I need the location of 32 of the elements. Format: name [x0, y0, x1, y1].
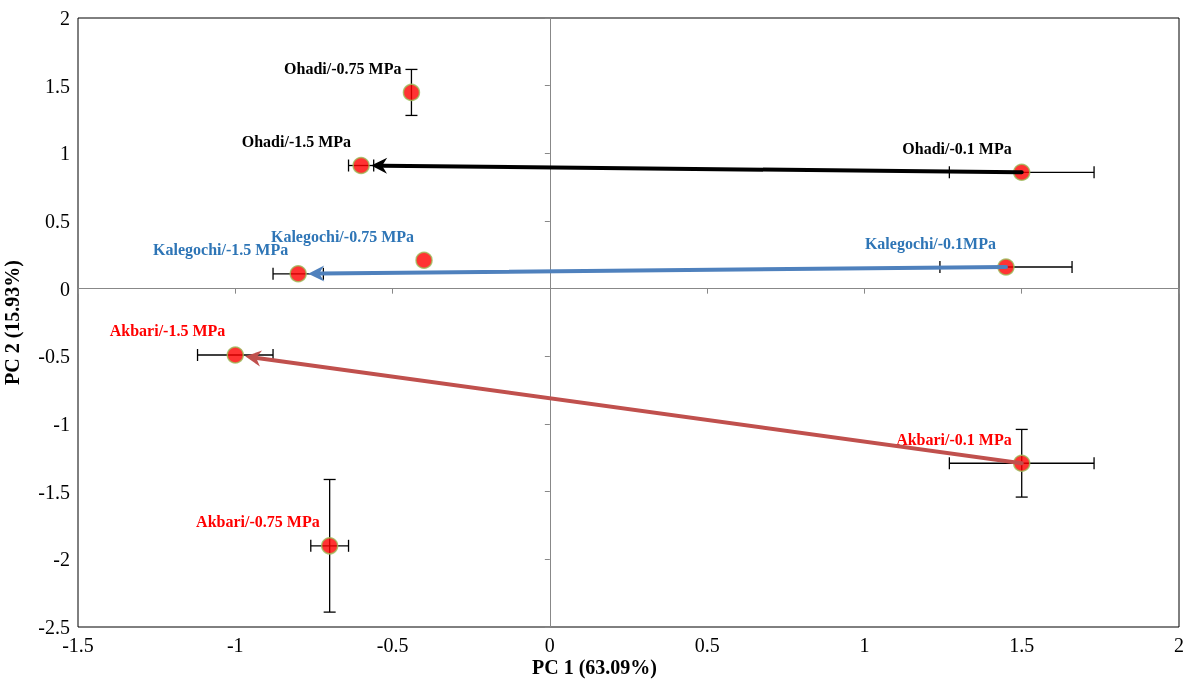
x-tick-label: 0.5: [694, 634, 720, 656]
y-tick-label: 0: [60, 277, 70, 300]
y-tick-label: -0.5: [38, 345, 70, 368]
x-tick-label: 2: [1174, 634, 1184, 656]
y-tick-label: 1: [60, 142, 70, 165]
x-tick-label: 1.5: [1009, 634, 1035, 656]
y-tick-label: 2: [60, 7, 70, 29]
x-tick-label: 1: [859, 634, 870, 656]
y-tick-label: -1: [53, 413, 70, 435]
point: [289, 265, 307, 283]
annotation: Ohadi/-0.1 MPa: [902, 139, 1012, 157]
y-tick-label: -1.5: [38, 480, 70, 503]
annotation: Ohadi/-1.5 MPa: [241, 133, 352, 151]
annotation: Kalegochi/-0.1MPa: [864, 234, 996, 253]
y-tick-label: 1.5: [45, 74, 70, 97]
point: [415, 251, 433, 269]
y-tick-label: 0.5: [45, 210, 70, 232]
point: [352, 156, 370, 175]
annotation: Akbari/-0.75 MPa: [196, 513, 320, 531]
annotation: Ohadi/-0.75 MPa: [284, 59, 402, 77]
annotation: Akbari/-0.1 MPa: [896, 430, 1012, 448]
point: [226, 346, 245, 364]
y-tick-label: -2.5: [38, 616, 70, 638]
annotation: Akbari/-1.5 MPa: [109, 322, 226, 340]
x-tick-label: -1: [226, 634, 244, 656]
x-tick-label: 0: [544, 634, 555, 656]
y-axis-title: PC 2 (15.93%): [1, 260, 24, 385]
x-tick-label: -0.5: [376, 634, 409, 656]
x-axis-title: PC 1 (63.09%): [532, 656, 657, 679]
point: [402, 83, 421, 102]
y-tick-label: -2: [53, 548, 70, 571]
point: [320, 537, 339, 555]
